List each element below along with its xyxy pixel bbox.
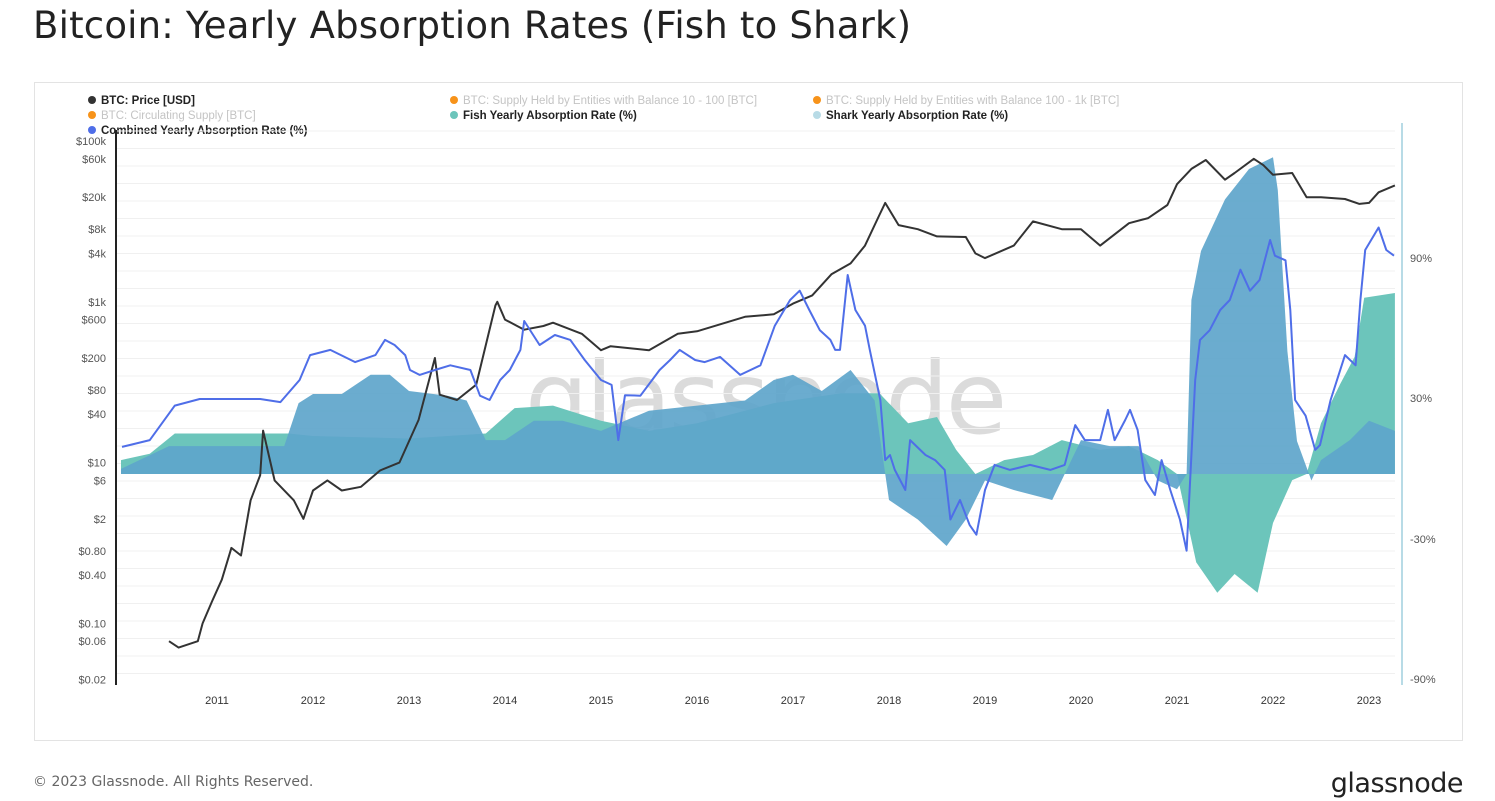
- left-tick-label: $1k: [88, 297, 106, 309]
- x-tick-label: 2014: [493, 695, 517, 707]
- left-tick-label: $6: [94, 475, 106, 487]
- legend-item[interactable]: Shark Yearly Absorption Rate (%): [813, 110, 1008, 122]
- legend-dot-icon: [88, 126, 96, 134]
- left-tick-label: $4k: [88, 248, 106, 260]
- x-tick-label: 2011: [205, 695, 229, 707]
- x-tick-label: 2013: [397, 695, 421, 707]
- left-tick-label: $0.02: [78, 675, 106, 687]
- price-line: [168, 157, 1396, 649]
- x-tick-label: 2012: [301, 695, 325, 707]
- left-tick-label: $600: [82, 315, 106, 327]
- left-tick-label: $80: [88, 385, 106, 397]
- right-tick-label: -90%: [1410, 674, 1436, 686]
- x-tick-label: 2021: [1165, 695, 1189, 707]
- legend-label: BTC: Circulating Supply [BTC]: [101, 110, 256, 122]
- legend-dot-icon: [88, 111, 96, 119]
- combined-line: [121, 226, 1395, 552]
- chart-frame: [34, 82, 1463, 741]
- right-tick-label: 90%: [1410, 253, 1432, 265]
- x-tick-label: 2015: [589, 695, 613, 707]
- page-title: Bitcoin: Yearly Absorption Rates (Fish t…: [33, 4, 912, 47]
- shark-area: [121, 157, 1395, 547]
- copyright: © 2023 Glassnode. All Rights Reserved.: [33, 774, 314, 790]
- legend-label: BTC: Price [USD]: [101, 95, 195, 107]
- left-tick-label: $10: [88, 458, 106, 470]
- legend-label: BTC: Supply Held by Entities with Balanc…: [463, 95, 758, 107]
- left-tick-label: $20k: [82, 192, 106, 204]
- legend-item[interactable]: BTC: Supply Held by Entities with Balanc…: [813, 95, 1119, 107]
- legend-item[interactable]: Fish Yearly Absorption Rate (%): [450, 110, 637, 122]
- legend-item[interactable]: BTC: Price [USD]: [88, 95, 195, 107]
- x-tick-label: 2022: [1261, 695, 1285, 707]
- left-tick-label: $8k: [88, 224, 106, 236]
- left-tick-label: $60k: [82, 154, 106, 166]
- legend-label: Shark Yearly Absorption Rate (%): [826, 110, 1009, 122]
- legend-dot-icon: [813, 111, 821, 119]
- x-tick-label: 2020: [1069, 695, 1093, 707]
- left-tick-label: $0.80: [78, 546, 106, 558]
- x-tick-label: 2018: [877, 695, 901, 707]
- left-tick-label: $100k: [76, 136, 106, 148]
- legend-label: Fish Yearly Absorption Rate (%): [463, 110, 637, 122]
- x-tick-label: 2023: [1357, 695, 1381, 707]
- x-tick-label: 2017: [781, 695, 805, 707]
- glassnode-logo: glassnode: [1330, 768, 1464, 799]
- legend-label: BTC: Supply Held by Entities with Balanc…: [826, 95, 1120, 107]
- x-tick-label: 2016: [685, 695, 709, 707]
- right-tick-label: -30%: [1410, 534, 1436, 546]
- right-tick-label: 30%: [1410, 393, 1432, 405]
- x-tick-label: 2019: [973, 695, 997, 707]
- left-tick-label: $0.06: [78, 636, 106, 648]
- legend-dot-icon: [813, 96, 821, 104]
- left-tick-label: $2: [94, 514, 106, 526]
- legend-dot-icon: [450, 111, 458, 119]
- left-tick-label: $200: [82, 353, 106, 365]
- legend-dot-icon: [450, 96, 458, 104]
- legend-item[interactable]: BTC: Supply Held by Entities with Balanc…: [450, 95, 757, 107]
- left-tick-label: $0.10: [78, 618, 106, 630]
- legend-dot-icon: [88, 96, 96, 104]
- left-tick-label: $0.40: [78, 570, 106, 582]
- legend-item[interactable]: BTC: Circulating Supply [BTC]: [88, 110, 256, 122]
- left-tick-label: $40: [88, 409, 106, 421]
